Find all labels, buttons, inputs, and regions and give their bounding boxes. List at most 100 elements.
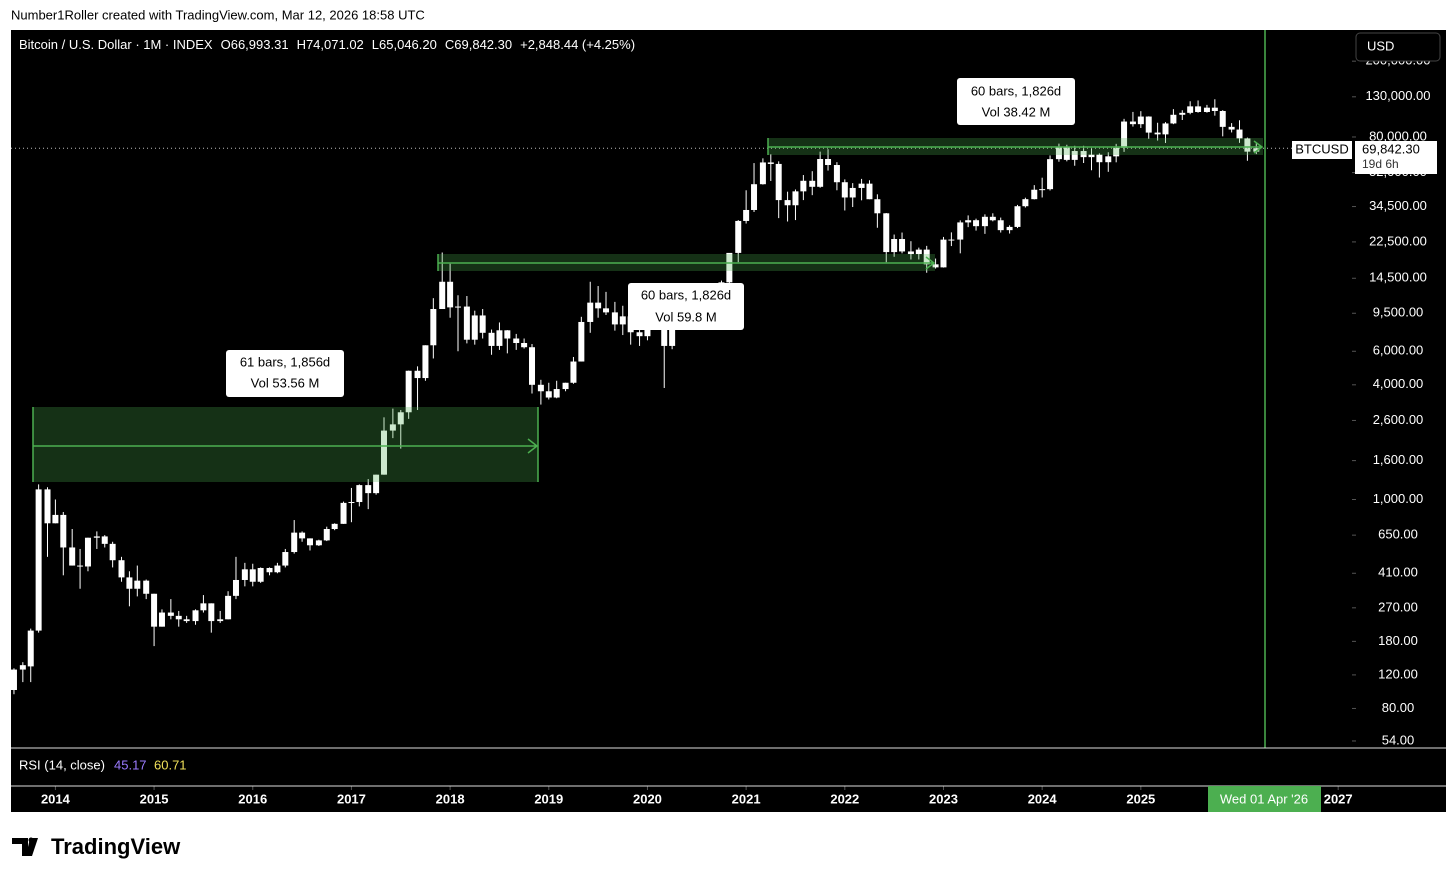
candle-body: [809, 180, 816, 187]
candle-body: [439, 281, 446, 310]
candle-body: [545, 391, 552, 398]
candle-body: [306, 538, 313, 546]
candle-body: [225, 595, 232, 620]
measure-range: [33, 407, 538, 482]
candle-body: [447, 281, 454, 308]
y-tick-label: 34,500.00: [1369, 198, 1427, 213]
candle-body: [595, 302, 602, 309]
candle-body: [488, 332, 495, 346]
candle-body: [1179, 112, 1186, 115]
candle-body: [784, 200, 791, 206]
candle-body: [1203, 107, 1210, 112]
candle-body: [1113, 147, 1120, 157]
symbol-tag: [1292, 141, 1352, 159]
candle-body: [422, 345, 429, 379]
candle-body: [101, 536, 108, 544]
candle-body: [989, 216, 996, 221]
measure-label-box: [628, 283, 744, 330]
measure-bars: 60 bars, 1,826d: [971, 83, 1061, 98]
measure: 61 bars, 1,856d Vol 53.56 M: [32, 350, 539, 482]
candle-body: [932, 264, 939, 268]
plot-area: 54.00 80.00 120.00 180.00 270.00 410.00 650.00…: [10, 53, 1431, 806]
candle-body: [1195, 106, 1202, 112]
candle-body: [669, 321, 676, 346]
measure-arrow: [438, 256, 936, 270]
candle-body: [397, 412, 404, 425]
x-tick-label: 2017: [337, 791, 366, 806]
candle-body: [463, 306, 470, 340]
candle-body: [735, 220, 742, 253]
candle-body: [1080, 151, 1087, 158]
candle-body: [1219, 111, 1226, 127]
candle-body: [1055, 146, 1062, 160]
candle-body: [587, 302, 594, 322]
candle-body: [183, 619, 190, 622]
candle-body: [636, 332, 643, 337]
candle-body: [759, 162, 766, 185]
candle-body: [241, 569, 248, 580]
candle-body: [414, 370, 421, 379]
measure-vol: Vol 59.8 M: [655, 309, 716, 324]
candle-body: [1105, 156, 1112, 163]
close: C69,842.30: [444, 37, 513, 52]
candle-body: [513, 338, 520, 344]
candle-body: [175, 615, 182, 620]
candle-body: [743, 209, 750, 221]
measure-arrow: [33, 438, 539, 454]
candle-body: [380, 430, 387, 475]
y-tick-label: 9,500.00: [1373, 305, 1424, 320]
price-tag-text: 69,842.30: [1362, 141, 1420, 156]
candle-body: [1088, 154, 1095, 158]
candle-body: [661, 321, 668, 346]
candle-body: [109, 543, 116, 561]
candle-body: [1154, 132, 1161, 135]
candle-body: [158, 612, 165, 627]
y-tick-label: 180.00: [1378, 633, 1418, 648]
candle-body: [10, 669, 17, 690]
candle-body: [35, 489, 42, 631]
x-tick-label: 2015: [140, 791, 169, 806]
candle-body: [1031, 189, 1038, 200]
candle-body: [19, 665, 26, 670]
x-tick-label: 2023: [929, 791, 958, 806]
candle-body: [291, 532, 298, 553]
candle-body: [331, 523, 338, 530]
candle-body: [562, 382, 569, 390]
candle-body: [775, 163, 782, 201]
candle-body: [973, 220, 980, 227]
candle-body: [611, 312, 618, 325]
x-tick-label: 2014: [41, 791, 71, 806]
candle-body: [1071, 151, 1078, 160]
y-tick-label: 650.00: [1378, 527, 1418, 542]
measure: 60 bars, 1,826d Vol 59.8 M: [437, 254, 936, 330]
candle-body: [899, 239, 906, 252]
y-tick-label: 54.00: [1382, 732, 1415, 747]
measure-arrow: [768, 140, 1264, 154]
candle-body: [167, 612, 174, 616]
candle-body: [266, 567, 273, 573]
candle-body: [981, 216, 988, 227]
candle-body: [1228, 126, 1235, 130]
currency-label[interactable]: USD: [1367, 38, 1394, 53]
candle-body: [504, 330, 511, 339]
measure-bars: 60 bars, 1,826d: [641, 287, 731, 302]
candle-body: [726, 252, 733, 283]
candle-body: [1039, 189, 1046, 191]
candle-body: [883, 213, 890, 253]
candle-body: [1211, 107, 1218, 112]
candle-body: [299, 532, 306, 539]
price-tag: [1355, 141, 1437, 174]
candle-body: [217, 619, 224, 622]
currency-button[interactable]: [1355, 32, 1441, 62]
high: H74,071.02: [296, 37, 364, 52]
candle-body: [274, 565, 281, 573]
measure-label-box: [957, 78, 1075, 125]
candle-body: [1014, 206, 1021, 227]
candle-body: [858, 183, 865, 188]
symbol-tag-text: BTCUSD: [1295, 141, 1348, 156]
candle-body: [891, 239, 898, 253]
candle-body: [1121, 121, 1128, 148]
candle-body: [389, 424, 396, 431]
x-tick-label: 2019: [534, 791, 563, 806]
